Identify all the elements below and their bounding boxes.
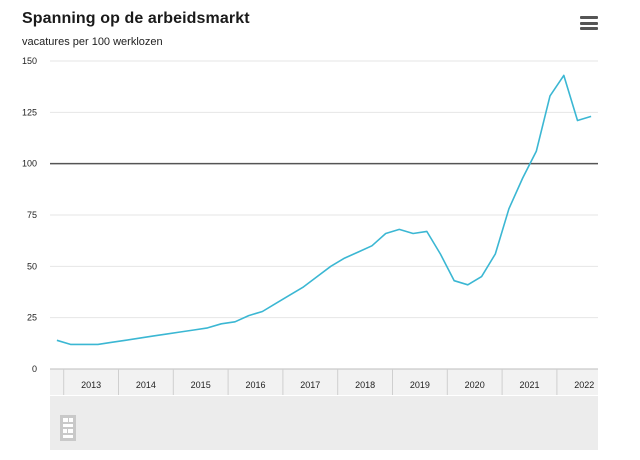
- data-point: [97, 343, 99, 345]
- data-point: [83, 343, 85, 345]
- data-point: [549, 95, 551, 97]
- series-layer: [56, 74, 592, 346]
- navigator-bar[interactable]: [50, 396, 598, 450]
- data-point: [261, 311, 263, 313]
- data-point: [56, 339, 58, 341]
- data-point: [371, 245, 373, 247]
- data-point: [166, 333, 168, 335]
- chart-title: Spanning op de arbeidsmarkt: [22, 10, 250, 27]
- cbs-logo-icon: [60, 415, 76, 441]
- data-point: [412, 233, 414, 235]
- data-point: [70, 343, 72, 345]
- data-point: [138, 337, 140, 339]
- x-axis-band: [50, 369, 598, 395]
- data-point: [494, 253, 496, 255]
- data-point: [481, 276, 483, 278]
- y-tick-label: 75: [27, 210, 37, 220]
- data-point: [590, 116, 592, 118]
- data-point: [111, 341, 113, 343]
- y-axis-ticks: 0 25 50 75 100 125 150: [22, 56, 37, 374]
- data-point: [577, 120, 579, 122]
- menu-bar: [580, 27, 598, 30]
- data-point: [289, 294, 291, 296]
- x-tick-label: 2018: [355, 380, 375, 390]
- data-point: [440, 253, 442, 255]
- x-tick-label: 2019: [410, 380, 430, 390]
- data-point: [398, 228, 400, 230]
- data-point: [467, 284, 469, 286]
- data-point: [248, 315, 250, 317]
- y-tick-label: 0: [32, 364, 37, 374]
- data-point: [207, 327, 209, 329]
- x-axis: 2013 2014 2015 2016 2017 2018 2019 2020 2021 2022: [50, 368, 598, 395]
- y-tick-label: 150: [22, 56, 37, 66]
- data-point: [330, 265, 332, 267]
- y-tick-label: 100: [22, 159, 37, 169]
- data-point: [522, 177, 524, 179]
- x-tick-label: 2021: [519, 380, 539, 390]
- x-tick-label: 2013: [81, 380, 101, 390]
- data-point: [357, 251, 359, 253]
- data-point: [563, 74, 565, 76]
- menu-bar: [580, 16, 598, 19]
- data-point: [426, 231, 428, 233]
- data-point: [385, 233, 387, 235]
- data-point: [344, 257, 346, 259]
- y-tick-label: 125: [22, 107, 37, 117]
- y-tick-label: 25: [27, 313, 37, 323]
- hamburger-menu-icon[interactable]: [580, 16, 598, 32]
- x-tick-label: 2017: [300, 380, 320, 390]
- data-point: [179, 331, 181, 333]
- data-point: [303, 286, 305, 288]
- series-line: [56, 74, 592, 346]
- data-point: [193, 329, 195, 331]
- data-point: [508, 208, 510, 210]
- data-point: [535, 150, 537, 152]
- menu-bar: [580, 21, 598, 25]
- chart-subtitle: vacatures per 100 werklozen: [22, 36, 163, 48]
- data-point: [124, 339, 126, 341]
- grid-lines: [50, 60, 598, 370]
- y-tick-label: 50: [27, 261, 37, 271]
- data-point: [275, 302, 277, 304]
- data-point: [220, 323, 222, 325]
- x-tick-label: 2015: [191, 380, 211, 390]
- x-tick-label: 2022: [574, 380, 594, 390]
- x-tick-label: 2020: [465, 380, 485, 390]
- data-point: [234, 321, 236, 323]
- data-point: [152, 335, 154, 337]
- data-point: [316, 276, 318, 278]
- x-tick-label: 2016: [245, 380, 265, 390]
- x-tick-label: 2014: [136, 380, 156, 390]
- data-point: [453, 280, 455, 282]
